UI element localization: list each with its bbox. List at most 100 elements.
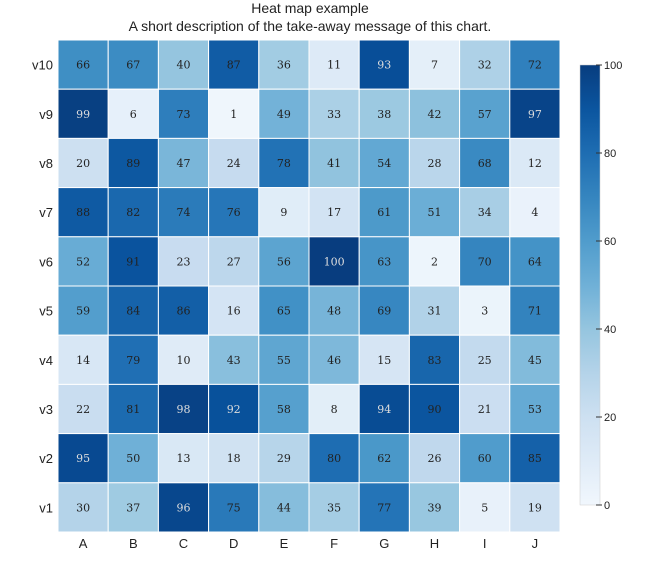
heatmap-cell-label: 88 xyxy=(76,206,90,219)
heatmap-cell-label: 89 xyxy=(126,157,140,170)
y-tick-label: v4 xyxy=(39,353,53,368)
heatmap-cell-label: 1 xyxy=(230,108,237,121)
heatmap-cell-label: 40 xyxy=(177,59,191,72)
heatmap-cell-v4-G xyxy=(358,334,410,385)
heatmap-cell-v7-J xyxy=(509,187,561,238)
heatmap-cell-label: 95 xyxy=(76,452,90,465)
heatmap-cell-v10-A xyxy=(57,39,109,90)
heatmap-cell-v7-G xyxy=(358,187,410,238)
heatmap-cell-v6-H xyxy=(408,236,461,287)
heatmap-cell-v4-D xyxy=(208,334,260,385)
y-tick-label: v5 xyxy=(39,304,53,319)
heatmap-cell-v2-G xyxy=(358,433,410,484)
heatmap-cell-label: 81 xyxy=(126,403,140,416)
heatmap-cell-v5-F xyxy=(308,285,360,336)
heatmap-cell-v4-H xyxy=(408,334,461,385)
y-tick-label: v1 xyxy=(39,500,53,515)
heatmap-cell-label: 63 xyxy=(377,255,391,268)
heatmap-cell-v6-B xyxy=(107,236,159,287)
heatmap-cell-label: 52 xyxy=(76,255,90,268)
y-tick-label: v3 xyxy=(39,402,53,417)
heatmap-cell-v9-I xyxy=(459,88,511,139)
heatmap-cell-v5-E xyxy=(258,285,310,336)
heatmap-cell-label: 74 xyxy=(177,206,191,219)
heatmap-cell-v9-F xyxy=(308,88,360,139)
heatmap-cell-v1-D xyxy=(208,482,260,533)
heatmap-cell-v10-B xyxy=(107,39,159,90)
heatmap-cell-v9-G xyxy=(358,88,410,139)
heatmap-cell-v2-A xyxy=(57,433,109,484)
heatmap-cell-label: 94 xyxy=(377,403,391,416)
color-scale-tick-label: 0 xyxy=(604,500,610,512)
heatmap-cell-v6-C xyxy=(157,236,210,287)
heatmap-cell-label: 91 xyxy=(126,255,140,268)
x-tick-label: G xyxy=(379,536,389,551)
x-tick-label: I xyxy=(483,536,487,551)
heatmap-cell-label: 61 xyxy=(377,206,391,219)
heatmap-cell-label: 53 xyxy=(528,403,542,416)
heatmap-cell-label: 78 xyxy=(277,157,291,170)
heatmap-cell-v6-F xyxy=(308,236,360,287)
y-tick-label: v10 xyxy=(32,58,53,73)
heatmap-cell-label: 22 xyxy=(76,403,90,416)
heatmap-cell-v10-H xyxy=(408,39,461,90)
heatmap-cell-label: 42 xyxy=(428,108,442,121)
heatmap-cell-label: 24 xyxy=(227,157,241,170)
heatmap-cell-label: 46 xyxy=(327,354,341,367)
heatmap-cell-label: 47 xyxy=(177,157,191,170)
heatmap-cell-label: 10 xyxy=(177,354,191,367)
heatmap-cell-label: 50 xyxy=(126,452,140,465)
heatmap-cell-v9-B xyxy=(107,88,159,139)
heatmap-cell-label: 57 xyxy=(478,108,492,121)
heatmap-cell-v2-H xyxy=(408,433,461,484)
heatmap-cell-v8-C xyxy=(157,137,210,189)
x-tick-label: C xyxy=(179,536,188,551)
heatmap-cell-v1-J xyxy=(509,482,561,533)
heatmap-cell-label: 76 xyxy=(227,206,241,219)
heatmap-cell-v2-C xyxy=(157,433,210,484)
heatmap-cell-label: 16 xyxy=(227,305,241,318)
heatmap-cell-label: 72 xyxy=(528,59,542,72)
heatmap-cell-v10-J xyxy=(509,39,561,90)
heatmap-cell-v4-J xyxy=(509,334,561,385)
heatmap-cell-label: 80 xyxy=(327,452,341,465)
heatmap-cell-v3-J xyxy=(509,383,561,435)
y-tick-label: v2 xyxy=(39,451,53,466)
heatmap-cell-label: 69 xyxy=(377,305,391,318)
heatmap-cell-v5-A xyxy=(57,285,109,336)
x-tick-label: J xyxy=(532,536,539,551)
heatmap-cell-label: 43 xyxy=(227,354,241,367)
heatmap-cell-label: 98 xyxy=(177,403,191,416)
heatmap-cell-label: 75 xyxy=(227,501,241,514)
heatmap-cell-label: 56 xyxy=(277,255,291,268)
heatmap-cell-v4-A xyxy=(57,334,109,385)
heatmap-cell-label: 83 xyxy=(428,354,442,367)
heatmap-cell-label: 55 xyxy=(277,354,291,367)
heatmap-cell-v1-I xyxy=(459,482,511,533)
x-axis: A B C D E F G H I J xyxy=(79,536,538,551)
y-tick-label: v8 xyxy=(39,156,53,171)
heatmap-cell-v2-I xyxy=(459,433,511,484)
heatmap-cell-v6-G xyxy=(358,236,410,287)
heatmap-cell-v6-J xyxy=(509,236,561,287)
heatmap-cell-v1-F xyxy=(308,482,360,533)
heatmap-cell-v7-I xyxy=(459,187,511,238)
heatmap-cell-label: 51 xyxy=(428,206,442,219)
heatmap-cell-v8-H xyxy=(408,137,461,189)
heatmap-cell-v2-D xyxy=(208,433,260,484)
heatmap-cell-v3-B xyxy=(107,383,159,435)
color-scale-tick-label: 100 xyxy=(604,60,622,72)
heatmap-cell-label: 66 xyxy=(76,59,90,72)
heatmap-cell-label: 11 xyxy=(327,59,341,72)
heatmap-cell-label: 20 xyxy=(76,157,90,170)
heatmap-cell-v4-I xyxy=(459,334,511,385)
heatmap-cell-v6-E xyxy=(258,236,310,287)
heatmap-cell-v2-B xyxy=(107,433,159,484)
heatmap-cell-label: 25 xyxy=(478,354,492,367)
heatmap-cell-label: 85 xyxy=(528,452,542,465)
heatmap-cell-label: 93 xyxy=(377,59,391,72)
heatmap-cell-v1-E xyxy=(258,482,310,533)
heatmap-cell-label: 35 xyxy=(327,501,341,514)
heatmap-cell-label: 41 xyxy=(327,157,341,170)
